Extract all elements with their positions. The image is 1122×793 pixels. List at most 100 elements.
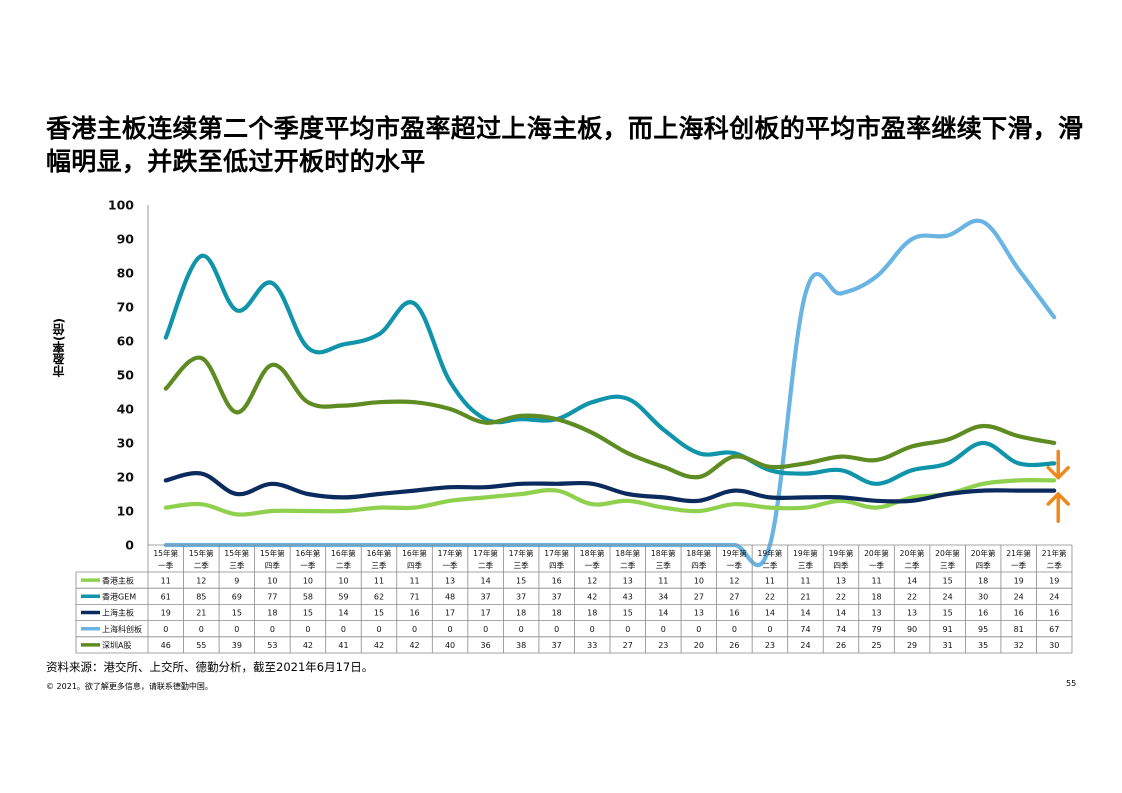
data-label: 42 (409, 641, 419, 650)
data-label: 18 (871, 593, 881, 602)
data-label: 95 (978, 625, 988, 634)
data-label: 24 (1049, 593, 1059, 602)
category-label: 二季 (336, 560, 352, 570)
data-label: 17 (481, 609, 491, 618)
category-label: 19年第 (757, 548, 782, 558)
data-label: 22 (836, 593, 846, 602)
category-label: 18年第 (651, 548, 676, 558)
data-label: 0 (661, 625, 666, 634)
category-label: 16年第 (402, 548, 427, 558)
data-label: 18 (587, 609, 597, 618)
data-label: 37 (552, 593, 562, 602)
data-label: 34 (658, 593, 668, 602)
category-label: 15年第 (224, 548, 249, 558)
source-note: 资料来源：港交所、上交所、德勤分析，截至2021年6月17日。 (46, 660, 374, 674)
data-label: 55 (196, 641, 206, 650)
y-tick-label: 40 (117, 402, 135, 417)
data-label: 22 (907, 593, 917, 602)
data-label: 0 (234, 625, 239, 634)
data-label: 0 (305, 625, 310, 634)
category-label: 17年第 (473, 548, 498, 558)
data-label: 74 (800, 625, 810, 634)
data-label: 11 (765, 576, 775, 585)
data-label: 14 (338, 609, 348, 618)
y-tick-label: 100 (108, 198, 134, 213)
series-line (163, 253, 1057, 486)
data-label: 41 (338, 641, 348, 650)
data-label: 0 (376, 625, 381, 634)
category-label: 20年第 (935, 548, 960, 558)
data-label: 0 (625, 625, 630, 634)
category-label: 16年第 (367, 548, 392, 558)
series-line (163, 478, 1057, 517)
category-label: 二季 (762, 560, 778, 570)
data-label: 37 (552, 641, 562, 650)
data-label: 39 (232, 641, 242, 650)
data-label: 16 (552, 576, 562, 585)
y-tick-label: 80 (117, 266, 135, 281)
category-label: 18年第 (615, 548, 640, 558)
data-label: 27 (623, 641, 633, 650)
data-label: 15 (374, 609, 384, 618)
data-label: 21 (196, 609, 206, 618)
y-tick-label: 70 (117, 300, 135, 315)
category-label: 17年第 (438, 548, 463, 558)
data-label: 0 (199, 625, 204, 634)
data-label: 42 (374, 641, 384, 650)
category-label: 15年第 (260, 548, 285, 558)
data-label: 14 (836, 609, 846, 618)
category-label: 21年第 (1006, 548, 1031, 558)
series-line (163, 471, 1057, 504)
data-label: 36 (481, 641, 491, 650)
data-label: 11 (800, 576, 810, 585)
data-label: 33 (587, 641, 597, 650)
down-arrow-icon-head (1046, 465, 1070, 480)
category-label: 二季 (904, 560, 920, 570)
data-label: 11 (871, 576, 881, 585)
data-label: 27 (729, 593, 739, 602)
y-tick-label: 60 (117, 334, 135, 349)
data-label: 91 (943, 625, 953, 634)
data-label: 42 (303, 641, 313, 650)
data-label: 0 (732, 625, 737, 634)
data-label: 13 (836, 576, 846, 585)
data-label: 11 (161, 576, 171, 585)
page-title: 香港主板连续第二个季度平均市盈率超过上海主板，而上海科创板的平均市盈率继续下滑，… (46, 114, 1084, 176)
category-label: 一季 (158, 560, 174, 570)
category-label: 四季 (833, 560, 849, 570)
data-label: 11 (409, 576, 419, 585)
category-label: 三季 (514, 560, 530, 570)
category-label: 18年第 (686, 548, 711, 558)
data-label: 0 (554, 625, 559, 634)
data-label: 13 (871, 609, 881, 618)
data-label: 14 (907, 576, 917, 585)
data-label: 18 (267, 609, 277, 618)
data-label: 20 (694, 641, 704, 650)
y-tick-label: 20 (117, 470, 135, 485)
data-label: 22 (765, 593, 775, 602)
data-label: 62 (374, 593, 384, 602)
data-label: 90 (907, 625, 917, 634)
data-label: 32 (1014, 641, 1024, 650)
data-label: 0 (270, 625, 275, 634)
series-line (163, 355, 1057, 480)
category-label: 三季 (656, 560, 672, 570)
data-label: 27 (694, 593, 704, 602)
data-label: 37 (516, 593, 526, 602)
data-label: 23 (765, 641, 775, 650)
data-label: 16 (409, 609, 419, 618)
legend-label: 香港主板 (102, 575, 134, 585)
data-label: 0 (448, 625, 453, 634)
category-label: 四季 (265, 560, 281, 570)
data-label: 18 (552, 609, 562, 618)
y-tick-label: 90 (117, 232, 135, 247)
category-label: 四季 (407, 560, 423, 570)
category-label: 四季 (976, 560, 992, 570)
data-label: 0 (696, 625, 701, 634)
data-label: 79 (871, 625, 881, 634)
data-label: 13 (623, 576, 633, 585)
up-arrow-icon-head (1046, 492, 1070, 506)
category-label: 20年第 (971, 548, 996, 558)
data-label: 40 (445, 641, 455, 650)
category-label: 三季 (371, 560, 387, 570)
